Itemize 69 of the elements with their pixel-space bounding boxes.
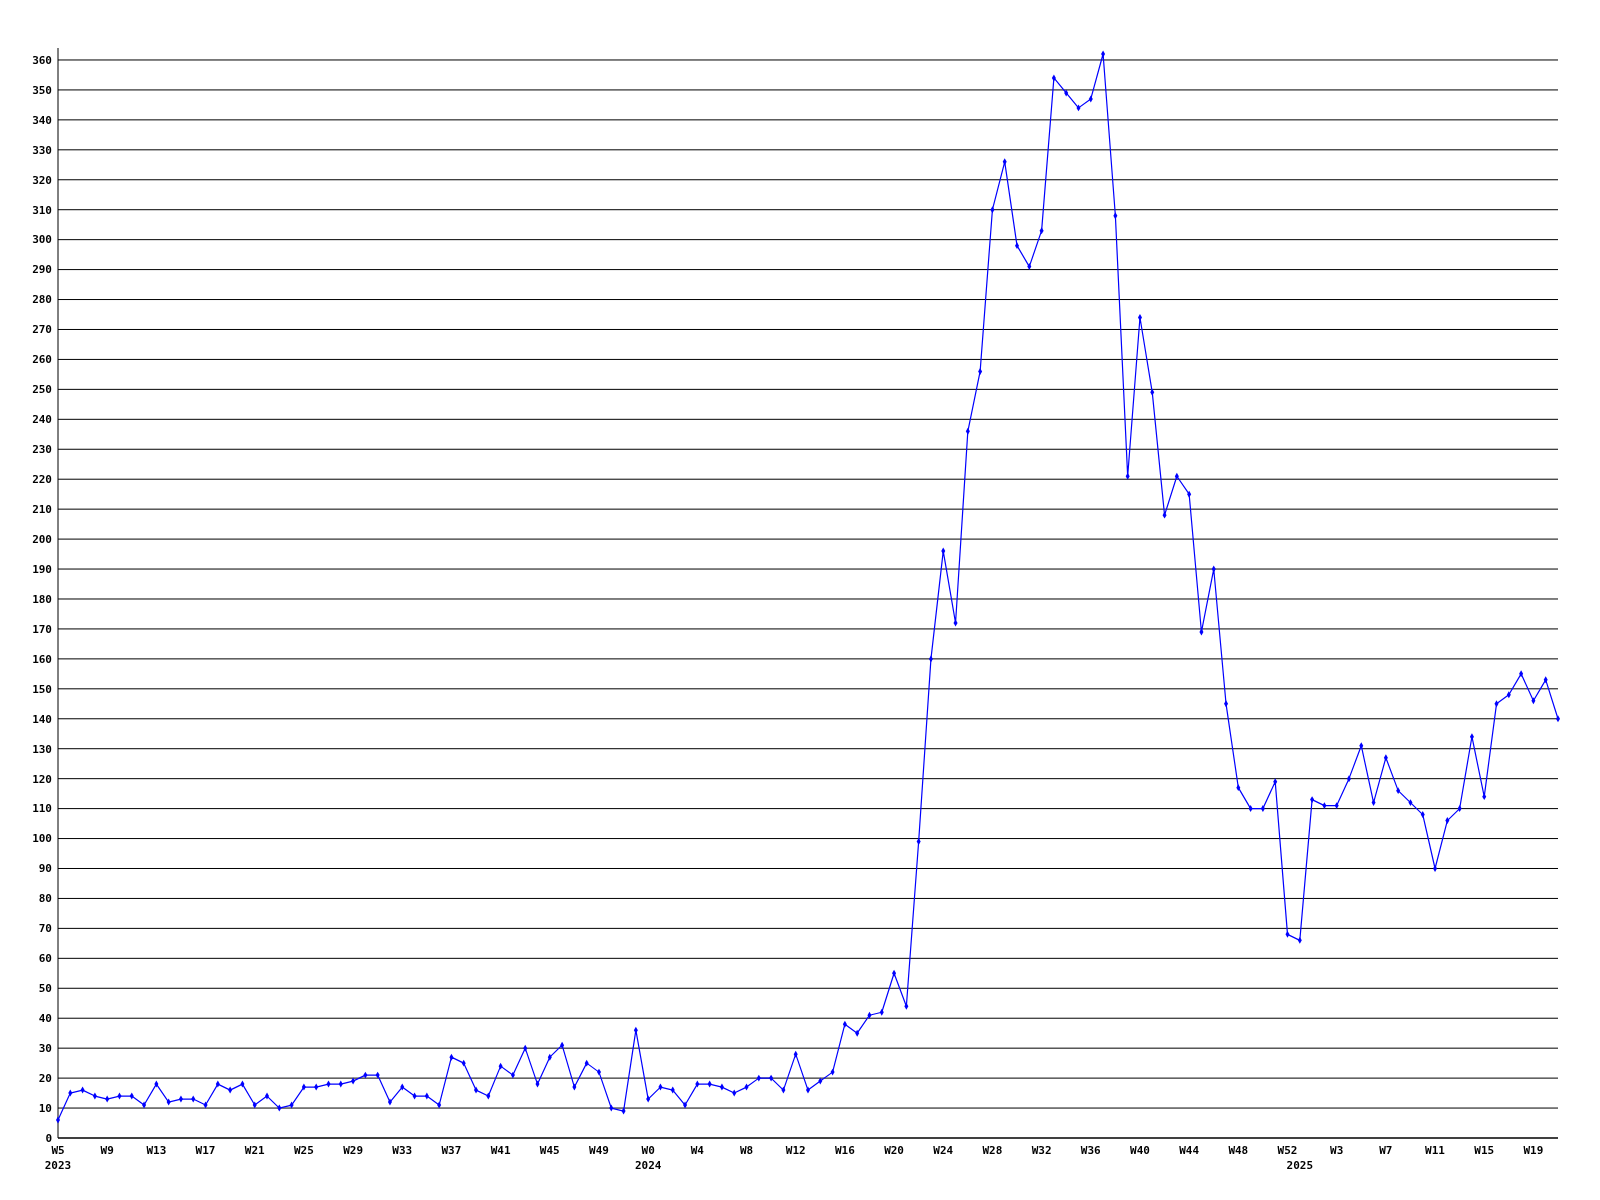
y-tick-label: 260: [32, 353, 52, 367]
y-tick-label: 80: [38, 892, 52, 906]
y-tick-label: 200: [32, 532, 52, 546]
y-tick-label: 290: [32, 263, 52, 277]
x-tick-label: W52: [1277, 1144, 1298, 1157]
y-tick-label: 20: [38, 1071, 52, 1085]
x-tick-label: W20: [884, 1144, 904, 1157]
x-tick-label: 2025: [1286, 1159, 1314, 1172]
y-tick-label: 180: [32, 592, 52, 606]
y-tick-label: 350: [32, 83, 52, 97]
y-tick-label: 360: [32, 53, 52, 67]
y-tick-label: 50: [38, 982, 52, 996]
y-tick-label: 120: [32, 772, 52, 786]
x-tick-label: W4: [690, 1144, 705, 1157]
y-tick-label: 240: [32, 413, 52, 427]
x-tick-label: W37: [441, 1144, 462, 1157]
y-tick-label: 280: [32, 293, 52, 307]
y-tick-label: 270: [32, 323, 52, 337]
y-tick-label: 100: [32, 832, 52, 846]
y-tick-label: 210: [32, 503, 52, 516]
y-tick-label: 90: [38, 862, 52, 876]
x-tick-label: W16: [834, 1144, 856, 1157]
y-tick-label: 170: [32, 622, 52, 636]
y-tick-label: 140: [32, 712, 52, 726]
x-tick-label: W11: [1425, 1144, 1446, 1157]
y-tick-label: 70: [38, 922, 52, 936]
y-tick-label: 0: [45, 1131, 52, 1145]
x-tick-label: W32: [1031, 1144, 1052, 1157]
x-tick-label: W0 2024: [634, 1144, 662, 1172]
x-tick-label: W49: [589, 1144, 609, 1157]
x-tick-label: W12: [785, 1144, 806, 1157]
y-tick-label: 60: [38, 952, 52, 966]
x-tick-label: W3: [1330, 1144, 1344, 1157]
y-tick-label: 300: [32, 233, 52, 247]
x-tick-label: W44: [1179, 1144, 1200, 1157]
x-tick-label: W48: [1228, 1144, 1249, 1157]
y-tick-label: 340: [32, 113, 52, 127]
x-tick-label: W25: [293, 1144, 314, 1157]
x-tick-label: W33: [392, 1144, 413, 1157]
x-tick-label: W36: [1080, 1144, 1102, 1157]
y-tick-label: 30: [38, 1042, 52, 1056]
y-tick-label: 40: [38, 1012, 52, 1026]
x-tick-label: W9: [100, 1144, 114, 1157]
y-tick-label: 150: [32, 682, 52, 696]
x-tick-label: W21: [244, 1144, 266, 1157]
x-tick-label: W5 2023: [44, 1144, 72, 1172]
x-tick-label: W28: [982, 1144, 1003, 1157]
y-tick-label: 130: [32, 742, 52, 756]
x-tick-label: W8: [739, 1144, 754, 1157]
y-tick-label: 330: [32, 143, 52, 157]
x-tick-label: W17: [195, 1144, 216, 1157]
y-tick-label: 230: [32, 443, 52, 457]
x-tick-label: W41: [490, 1144, 511, 1157]
x-tick-label: W15: [1474, 1144, 1495, 1157]
y-tick-label: 190: [32, 562, 52, 576]
y-tick-label: 220: [32, 473, 52, 487]
y-tick-label: 250: [32, 383, 52, 397]
y-tick-label: 310: [32, 203, 52, 217]
x-tick-label: W24: [933, 1144, 954, 1157]
x-tick-label: W45: [539, 1144, 560, 1157]
y-tick-label: 160: [32, 652, 52, 666]
x-tick-label: W19: [1523, 1144, 1544, 1157]
y-tick-label: 10: [38, 1101, 52, 1115]
x-tick-label: W40: [1130, 1144, 1150, 1157]
y-tick-label: 320: [32, 173, 52, 187]
x-tick-label: W7: [1379, 1144, 1393, 1157]
x-tick-label: W13: [146, 1144, 167, 1157]
y-tick-label: 110: [32, 802, 52, 816]
x-tick-label: W29: [343, 1144, 364, 1157]
